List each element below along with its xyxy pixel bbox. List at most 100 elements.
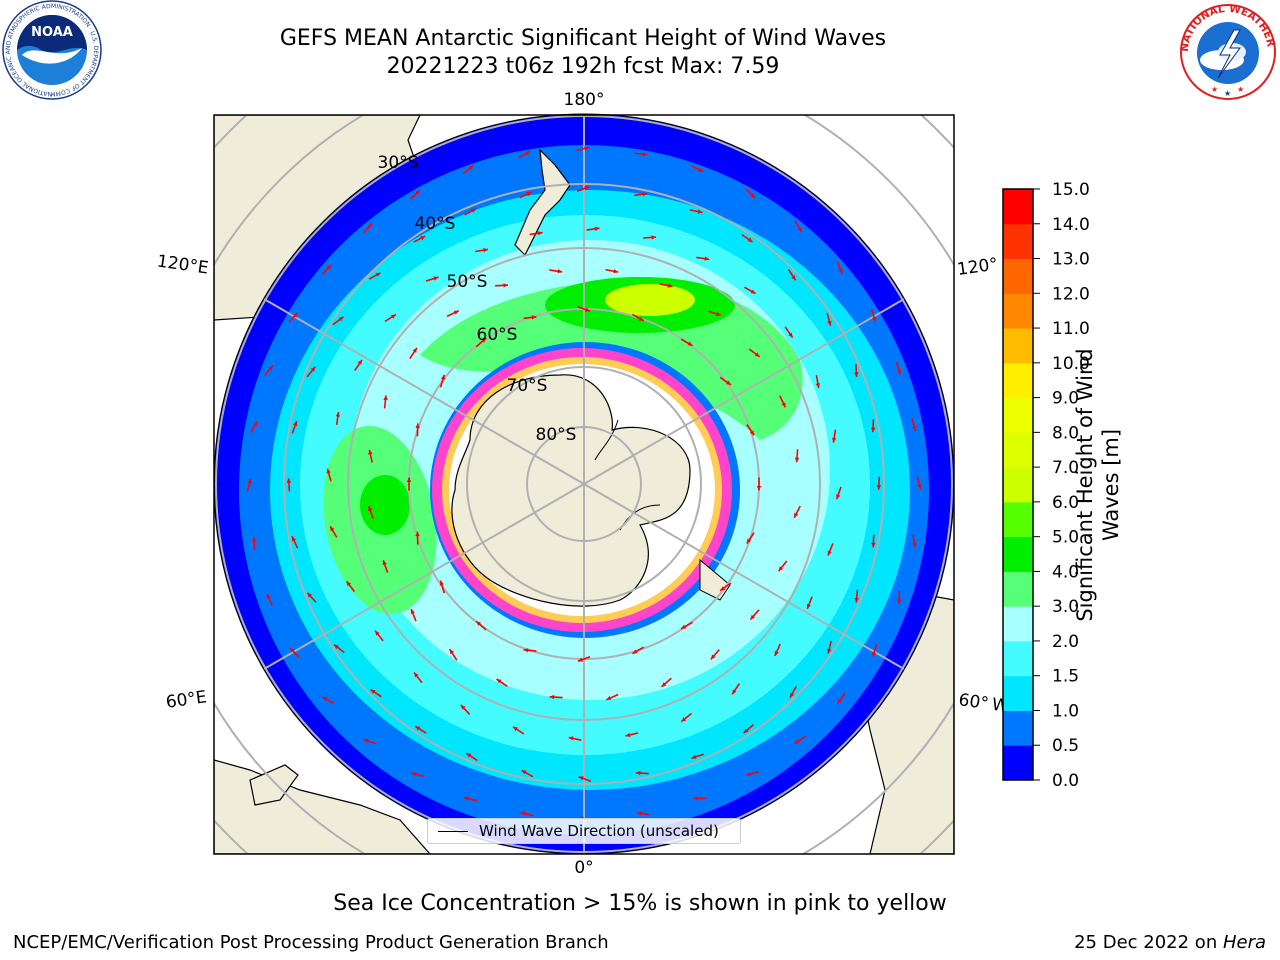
wave-direction-arrowhead xyxy=(293,421,298,427)
wave-direction-arrowhead xyxy=(832,437,837,443)
wave-direction-arrowhead xyxy=(790,692,795,698)
wave-direction-arrowhead xyxy=(681,717,687,722)
wave-direction-arrowhead xyxy=(357,359,362,365)
wave-direction-arrowhead xyxy=(578,776,584,781)
wave-direction-arrowhead xyxy=(523,648,529,653)
madagascar-landmass xyxy=(249,764,299,806)
wave-direction-arrowhead xyxy=(460,704,466,710)
wave-direction-arrowhead xyxy=(390,314,396,319)
wave-direction-arrowhead xyxy=(636,811,642,816)
lon-label-120e: 120°E xyxy=(156,252,210,279)
wave-direction-arrowhead xyxy=(415,189,420,195)
wave-direction-arrowhead xyxy=(411,772,417,777)
footer-date: 25 Dec 2022 on Hera xyxy=(1074,932,1266,953)
wave-direction-arrowhead xyxy=(471,208,477,213)
wave-direction-arrowhead xyxy=(330,526,335,532)
wave-direction-arrowhead xyxy=(750,193,756,198)
wave-direction-arrowhead xyxy=(266,593,271,599)
colorbar-tick-label: 5.0 xyxy=(1052,528,1079,548)
wave-direction-arrowhead xyxy=(513,726,518,732)
wave-direction-arrowhead xyxy=(382,560,387,566)
wave-direction-arrowhead xyxy=(794,512,799,518)
colorbar-tick-label: 15.0 xyxy=(1052,180,1090,200)
colorbar-band xyxy=(1003,362,1033,399)
wave-direction-arrowhead xyxy=(326,264,332,270)
wave-direction-arrowhead xyxy=(872,651,877,657)
wave-direction-arrowhead xyxy=(754,352,760,357)
map-legend: Wind Wave Direction (unscaled) xyxy=(427,818,741,844)
wave-direction-arrowhead xyxy=(854,597,859,603)
wave-direction-arrowhead xyxy=(481,338,486,343)
wave-direction-arrowhead xyxy=(439,580,444,586)
wave-direction-arrowhead xyxy=(326,468,331,474)
wave-direction-arrowhead xyxy=(253,421,258,427)
wave-direction-arrowhead xyxy=(794,457,800,463)
colorbar-band xyxy=(1003,710,1033,746)
wave-direction-arrowhead xyxy=(585,307,591,312)
wave-direction-arrowhead xyxy=(322,696,328,702)
colorbar-label: Significant Height of Wind Waves [m] xyxy=(1073,348,1123,622)
wave-direction-arrowhead xyxy=(307,592,312,598)
wave-direction-arrowhead xyxy=(681,624,687,629)
wave-direction-arrowhead xyxy=(797,227,802,233)
colorbar-tick-label: 7.0 xyxy=(1052,458,1079,478)
wave-direction-arrowhead xyxy=(836,494,841,500)
colorbar-tick-label: 2.0 xyxy=(1052,632,1079,652)
lat-label-30s: 30°S xyxy=(378,153,419,173)
colorbar-tick-label: 14.0 xyxy=(1052,215,1090,235)
wave-direction-arrowhead xyxy=(632,649,638,654)
colorbar-band xyxy=(1003,501,1033,538)
wave-direction-arrowhead xyxy=(815,383,820,388)
legend-label: Wind Wave Direction (unscaled) xyxy=(479,822,719,840)
wave-direction-arrowhead xyxy=(496,679,502,684)
wave-direction-arrowhead xyxy=(334,644,339,650)
lat-label-80s: 80°S xyxy=(536,425,577,445)
wave-direction-arrowhead xyxy=(412,347,417,353)
wave-direction-arrowhead xyxy=(468,165,474,170)
colorbar-tick-label: 12.0 xyxy=(1052,284,1090,304)
wave-direction-arrowhead xyxy=(912,425,917,431)
wave-direction-arrowhead xyxy=(716,311,721,316)
wave-direction-arrowhead xyxy=(635,770,641,776)
wave-direction-arrowhead xyxy=(503,283,508,288)
wave-direction-arrowhead xyxy=(778,566,784,572)
wave-direction-arrowhead xyxy=(368,449,373,455)
footer-credit: NCEP/EMC/Verification Post Processing Pr… xyxy=(13,932,609,953)
wave-direction-arrowhead xyxy=(383,395,388,401)
wave-direction-arrowhead xyxy=(697,209,703,214)
wave-direction-arrowhead xyxy=(568,736,574,741)
wave-direction-arrowhead xyxy=(433,276,439,281)
wave-direction-arrowhead xyxy=(520,811,526,816)
colorbar-tick-label: 10.0 xyxy=(1052,354,1090,374)
colorbar-tick-label: 13.0 xyxy=(1052,250,1090,270)
lon-label-60e: 60°E xyxy=(165,687,208,712)
wave-direction-arrowhead xyxy=(476,621,482,626)
wave-direction-arrowhead xyxy=(584,146,590,151)
wave-direction-arrowhead xyxy=(837,698,842,704)
colorbar-band xyxy=(1003,328,1033,364)
wave-direction-arrowhead xyxy=(871,542,876,548)
wave-direction-arrowhead xyxy=(247,478,252,484)
wave-direction-arrowhead xyxy=(415,423,420,428)
wave-direction-arrowhead xyxy=(838,268,843,274)
chart-subtitle: 20221223 t06z 192h fcst Max: 7.59 xyxy=(386,54,780,79)
wave-direction-arrowhead xyxy=(449,649,454,655)
wave-direction-arrowhead xyxy=(584,186,590,191)
wave-direction-arrowhead xyxy=(661,682,667,687)
colorbar-tick-label: 9.0 xyxy=(1052,389,1079,409)
wave-direction-arrowhead xyxy=(747,237,753,242)
wave-direction-arrowhead xyxy=(750,614,755,620)
lon-label-0: 0° xyxy=(574,858,593,878)
wave-direction-arrowhead xyxy=(642,192,648,197)
colorbar-band xyxy=(1003,745,1033,781)
wave-direction-arrowhead xyxy=(687,341,693,346)
wave-direction-arrowhead xyxy=(794,739,800,744)
wave-direction-arrowhead xyxy=(335,412,340,417)
sea-ice-note: Sea Ice Concentration > 15% is shown in … xyxy=(333,891,947,916)
colorbar-band xyxy=(1003,397,1033,433)
noaa-logo: NATIONAL OCEANIC AND ATMOSPHERIC ADMINIS… xyxy=(0,0,102,100)
wave-direction-arrowhead xyxy=(549,694,555,700)
wave-direction-arrowhead xyxy=(854,372,859,377)
wave-direction-arrowhead xyxy=(252,536,257,542)
